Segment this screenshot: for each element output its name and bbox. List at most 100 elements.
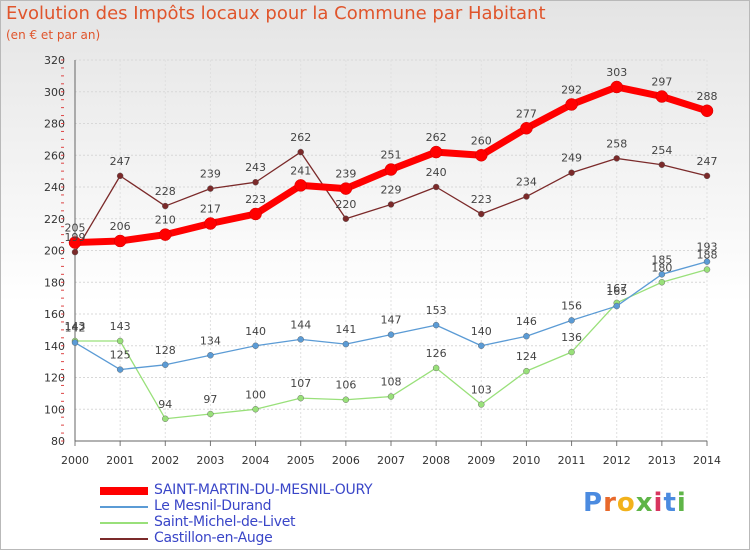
data-label: 156 [561, 299, 582, 312]
data-label: 180 [651, 261, 672, 274]
data-label: 107 [290, 377, 311, 390]
data-point [252, 342, 259, 349]
data-label: 188 [697, 249, 718, 262]
legend-label: SAINT-MARTIN-DU-MESNIL-OURY [154, 482, 373, 498]
data-label: 134 [200, 334, 221, 347]
y-tick-label: 180 [44, 276, 65, 289]
data-label: 100 [245, 388, 266, 401]
data-label: 220 [335, 198, 356, 211]
data-point [703, 258, 711, 265]
data-label: 143 [65, 320, 86, 333]
data-label: 94 [158, 398, 172, 411]
data-label: 217 [200, 203, 221, 216]
data-point [204, 217, 217, 230]
data-point [568, 317, 575, 324]
data-label: 210 [155, 214, 176, 227]
data-point [523, 333, 530, 340]
data-label: 167 [606, 282, 627, 295]
data-label: 185 [651, 253, 672, 266]
data-point [429, 145, 443, 159]
y-tick-label: 280 [44, 118, 65, 131]
data-label: 297 [651, 76, 672, 89]
data-label: 140 [245, 325, 266, 338]
chart-subtitle: (en € et par an) [6, 28, 101, 42]
data-label: 249 [561, 152, 582, 165]
logo-letter: i [653, 488, 664, 518]
x-tick-label: 2000 [61, 454, 89, 467]
legend-swatch [100, 538, 148, 540]
data-point [523, 367, 530, 375]
data-point [658, 279, 666, 286]
data-label: 247 [110, 155, 131, 168]
data-point [523, 193, 530, 200]
data-point [162, 361, 169, 368]
data-label: 234 [516, 176, 537, 189]
x-tick-label: 2010 [512, 454, 540, 467]
data-point [297, 336, 304, 343]
data-label: 258 [606, 137, 627, 150]
legend-label: Le Mesnil-Durand [154, 498, 272, 514]
x-tick-label: 2012 [603, 454, 631, 467]
data-point [387, 331, 395, 338]
data-label: 108 [381, 376, 402, 389]
y-tick-label: 80 [51, 435, 65, 448]
data-label: 239 [335, 168, 356, 181]
data-point [297, 394, 304, 402]
data-label: 147 [381, 314, 402, 327]
data-label: 136 [561, 331, 582, 344]
logo-letter: i [676, 488, 687, 518]
data-label: 106 [335, 379, 356, 392]
data-label: 241 [290, 164, 311, 177]
data-label: 247 [697, 155, 718, 168]
data-point [207, 185, 214, 192]
y-tick-label: 200 [44, 245, 65, 258]
data-label: 141 [335, 323, 356, 336]
logo-letter: x [635, 488, 654, 518]
data-point [116, 172, 124, 180]
data-label: 144 [290, 318, 311, 331]
chart-title: Evolution des Impôts locaux pour la Comm… [6, 3, 546, 24]
x-tick-label: 2006 [332, 454, 360, 467]
logo-letter: o [616, 488, 636, 518]
data-point [387, 201, 395, 208]
data-point [610, 80, 623, 94]
data-point [207, 410, 214, 418]
data-point [703, 266, 711, 273]
y-tick-label: 320 [44, 54, 65, 67]
data-label: 240 [426, 166, 447, 179]
data-point [159, 228, 172, 241]
data-label: 262 [290, 131, 311, 144]
data-point [252, 406, 259, 413]
data-label: 124 [516, 350, 537, 363]
data-point [113, 234, 127, 248]
logo-letter: P [583, 488, 604, 518]
data-point [658, 161, 666, 168]
legend-label: Saint-Michel-de-Livet [154, 514, 296, 530]
y-tick-label: 220 [44, 213, 65, 226]
y-tick-label: 260 [44, 149, 65, 162]
x-tick-label: 2007 [377, 454, 405, 467]
data-point [297, 148, 304, 156]
data-point [478, 342, 485, 349]
legend-swatch [100, 522, 148, 524]
data-label: 205 [65, 222, 86, 235]
data-label: 229 [381, 183, 402, 196]
data-label: 143 [110, 320, 131, 333]
data-point [565, 98, 578, 111]
data-point [68, 236, 82, 249]
x-tick-label: 2003 [196, 454, 224, 467]
data-label: 142 [65, 322, 86, 335]
data-label: 239 [200, 168, 221, 181]
legend-swatch [100, 506, 148, 508]
data-label: 146 [516, 315, 537, 328]
data-point [613, 155, 620, 162]
y-tick-label: 120 [44, 372, 65, 385]
data-label: 125 [110, 349, 131, 362]
data-point [520, 122, 533, 135]
data-point [342, 215, 350, 222]
data-point [432, 321, 440, 329]
data-point [568, 169, 575, 176]
data-label: 288 [697, 90, 718, 103]
data-point [207, 352, 214, 359]
data-point [568, 348, 575, 356]
